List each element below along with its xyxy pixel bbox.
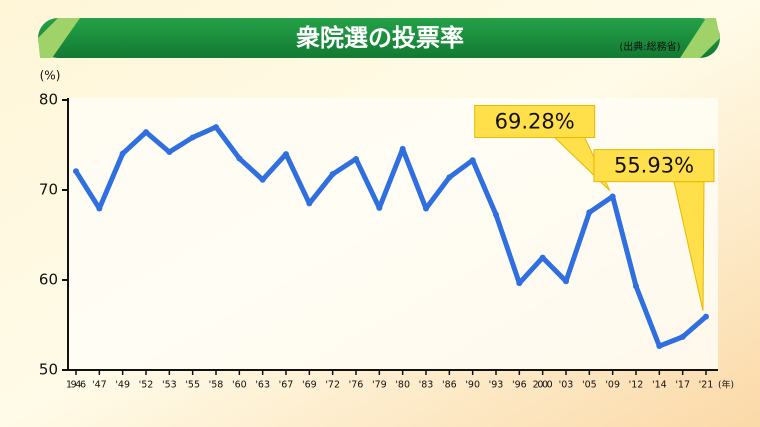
point [609,193,616,200]
x-tick-label: '09 [605,380,620,391]
point [283,151,289,158]
point [306,200,313,207]
x-tick-label: '79 [372,380,387,391]
point [469,157,476,164]
line [73,124,709,349]
banner-accent [38,18,80,58]
x-tick-label: '96 [512,380,527,391]
x-tick-label: '58 [209,380,224,391]
point [329,171,336,178]
y-tick-label: 70 [39,181,58,199]
x-tick-label: '72 [325,380,340,391]
x-tick-label: '12 [629,380,644,391]
x-tick-label: '21 [699,380,714,391]
x-tick-label: '80 [395,380,410,391]
callout-box [474,104,596,138]
y-tick-label: 80 [39,91,58,109]
value-label: 55.93% [614,154,694,178]
x-tick-label: '67 [279,380,294,391]
callout-box [593,149,715,183]
x-tick-label: 1946 [66,380,86,391]
point [236,155,243,162]
chart-title: 衆院選の投票率 [296,24,464,52]
x-tick-label: '53 [162,380,177,391]
point [633,283,639,290]
x-tick-label: '83 [419,380,434,391]
point [376,204,383,211]
x-tick-label: '86 [442,380,457,391]
x-tick-label: '05 [582,380,597,391]
point [189,134,196,141]
point [446,174,453,181]
point [656,343,663,350]
x-tick-label: '55 [185,380,200,391]
point [399,145,406,152]
x-tick-label: '69 [302,380,317,391]
point [679,333,686,340]
point [166,149,173,156]
x-unit: (年) [718,379,734,391]
point [353,155,359,162]
point [516,280,523,287]
x-tick-label: '47 [92,380,107,391]
point [539,254,546,261]
point [423,205,429,212]
value-label: 69.28% [495,109,575,133]
x-tick-label: '49 [115,380,130,391]
y-tick-label: 50 [39,361,58,379]
point [96,205,103,212]
point [73,168,79,175]
x-tick-label: '93 [489,380,504,391]
source: (出典:総務省) [619,40,680,53]
x-tick-label: '52 [139,380,154,391]
x-tick-label: 2000 [533,380,553,391]
point [213,124,219,131]
x-tick-label: '76 [349,380,364,391]
x-tick-label: '63 [255,380,270,391]
x-tick-label: '90 [465,380,480,391]
y-unit: (%) [40,69,61,83]
x-tick-label: '14 [652,380,667,391]
point [259,176,266,183]
point [703,313,709,320]
point [586,209,593,216]
x-tick-label: '60 [232,380,247,391]
plot-area [68,98,718,370]
title-banner [38,18,720,58]
point [143,129,149,136]
y-tick-label: 60 [39,271,58,289]
x-tick-label: '17 [675,380,690,391]
point [493,211,499,218]
point [119,150,126,157]
x-tick-label: '03 [559,380,574,391]
banner-accent [680,18,720,58]
point [563,278,569,285]
